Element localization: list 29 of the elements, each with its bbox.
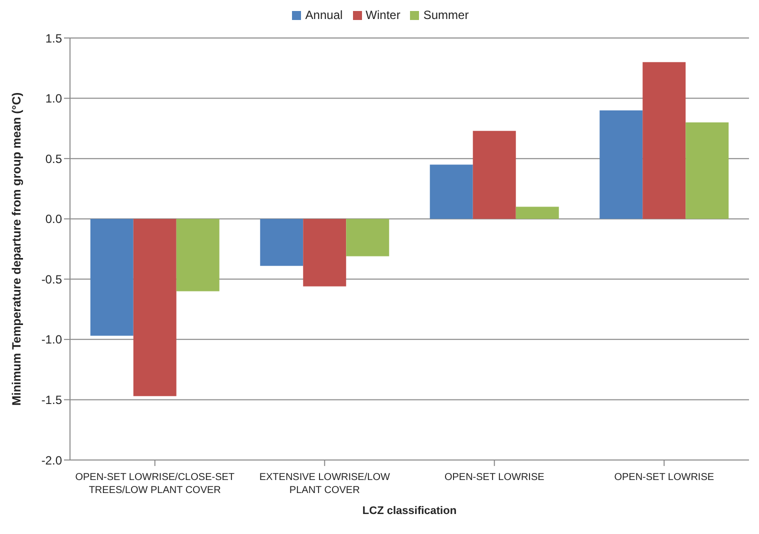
bar [686,122,729,219]
legend-label: Annual [305,8,343,22]
y-tick-label: 1.5 [45,31,62,46]
y-tick-label: -1.5 [41,392,62,407]
legend-label: Summer [423,8,469,22]
bar [176,218,220,292]
bar [90,218,134,336]
bar [472,130,516,219]
legend-label: Winter [366,8,400,22]
bar [303,218,346,286]
y-tick-label: -2.0 [41,453,62,468]
bar [430,164,473,219]
y-tick-label: -1.0 [41,332,62,347]
y-tick-label: -0.5 [41,272,62,286]
x-tick-label: OPEN-SET LOWRISE/CLOSE-SET TREES/LOW PLANT COVER [75,472,235,496]
x-tick-label: EXTENSIVE LOWRISE/LOW PLANT COVER [259,472,390,496]
bar [516,206,559,219]
x-tick-label: OPEN-SET LOWRISE [444,472,545,483]
bar [642,62,686,219]
bar [260,218,304,266]
x-axis-title: LCZ classification [362,505,457,517]
bar [133,218,176,396]
y-tick-label: 0.0 [45,212,62,226]
bar [600,110,643,219]
x-tick-label: OPEN-SET LOWRISE [614,472,714,483]
y-tick-label: 1.0 [45,92,62,106]
y-tick-label: 0.5 [45,152,62,166]
bar [346,218,390,256]
y-axis-title: Minimum Temperature departure from group mean (°C) [9,92,24,406]
